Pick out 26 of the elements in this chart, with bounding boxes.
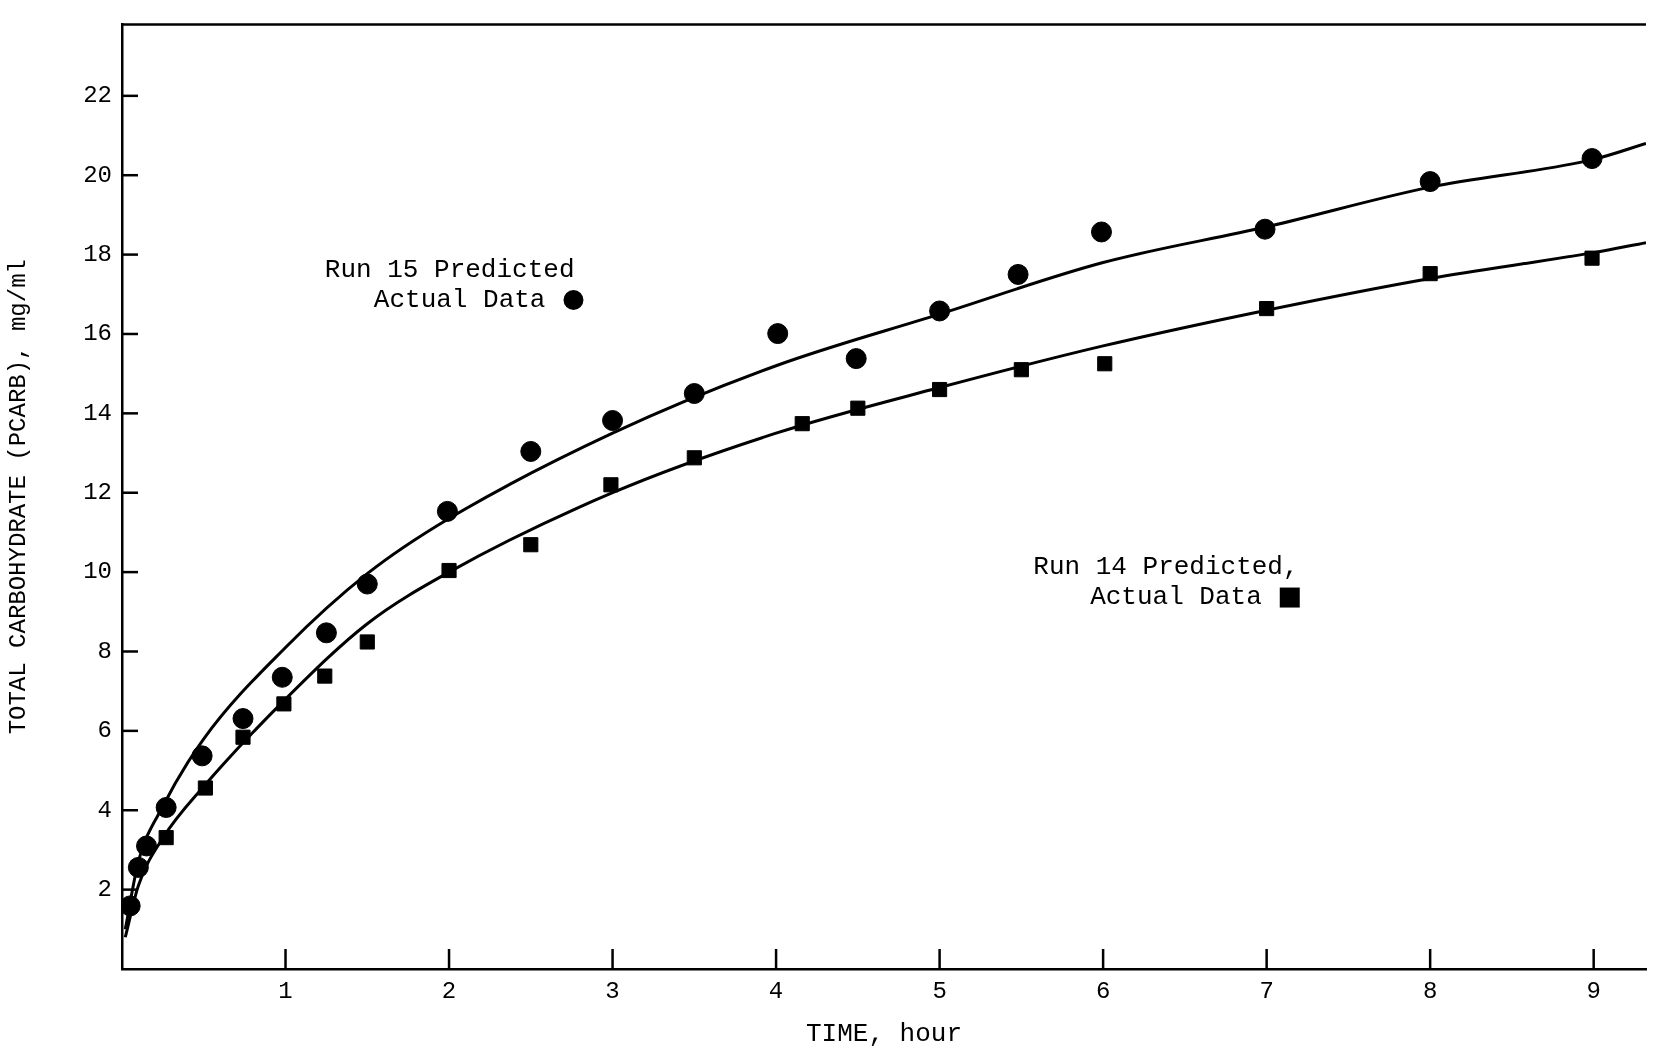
- legend-label: Actual Data: [1090, 582, 1262, 613]
- x-tick-label: 1: [278, 977, 293, 1005]
- x-tick-label: 6: [1095, 977, 1111, 1005]
- x-tick-label: 7: [1259, 977, 1274, 1005]
- y-tick-label: 22: [83, 82, 112, 110]
- y-tick-label: 18: [83, 240, 112, 268]
- x-tick-label: 3: [605, 977, 620, 1005]
- y-tick-label: 16: [83, 320, 112, 348]
- y-tick-label: 6: [97, 717, 112, 745]
- x-tick-label: 8: [1422, 977, 1438, 1005]
- x-tick-label: 5: [932, 977, 947, 1005]
- y-tick-label: 10: [83, 558, 112, 586]
- x-tick-label: 4: [768, 977, 784, 1005]
- x-tick-label: 2: [441, 977, 457, 1005]
- y-tick-label: 8: [97, 637, 112, 665]
- y-tick-label: 2: [97, 875, 112, 903]
- x-axis-title: TIME, hour: [805, 1019, 963, 1050]
- y-tick-label: 12: [83, 479, 112, 507]
- x-tick-label: 9: [1586, 977, 1601, 1005]
- y-tick-label: 4: [97, 796, 112, 824]
- y-tick-label: 20: [83, 161, 112, 189]
- annotation: Run 15 Predicted: [324, 254, 575, 285]
- y-axis-title: TOTAL CARBOHYDRATE (PCARB), mg/ml: [4, 259, 32, 735]
- legend-label: Actual Data: [373, 284, 546, 315]
- y-tick-label: 14: [83, 399, 112, 427]
- annotation: Run 14 Predicted,: [1033, 552, 1299, 583]
